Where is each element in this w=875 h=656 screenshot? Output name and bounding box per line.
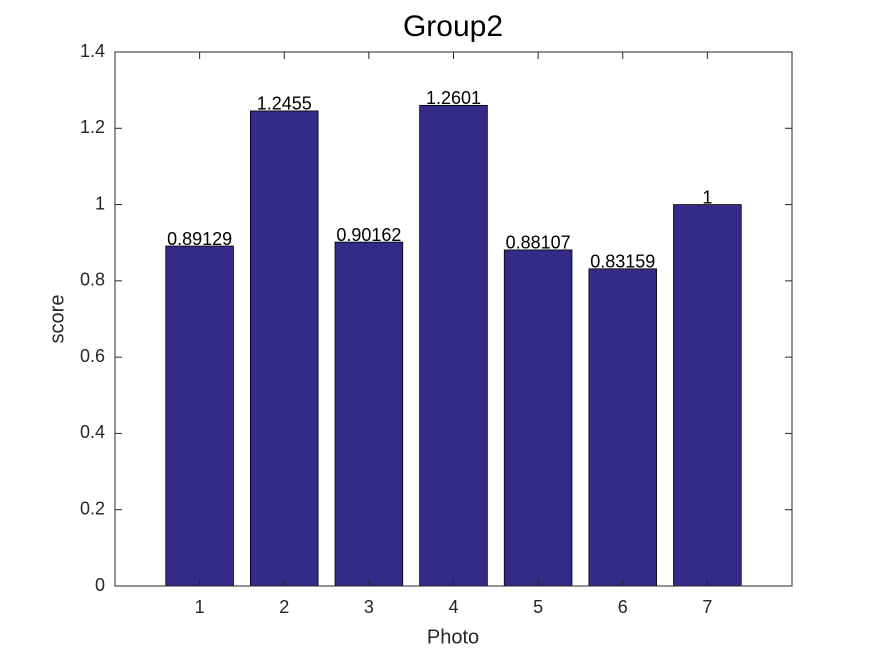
data-label: 1: [702, 187, 712, 207]
bar: [419, 104, 488, 587]
bar: [588, 268, 658, 587]
y-tick-label: 0.8: [80, 270, 105, 290]
bar: [334, 241, 404, 587]
bar: [249, 110, 319, 587]
data-label: 1.2455: [257, 94, 312, 114]
data-label: 1.2601: [426, 88, 481, 108]
x-tick-label: 7: [702, 597, 712, 617]
y-axis-label: score: [46, 295, 68, 344]
y-tick-label: 0.4: [80, 422, 105, 442]
chart-title: Group2: [403, 10, 503, 43]
x-tick-label: 5: [533, 597, 543, 617]
y-tick-label: 1: [95, 193, 105, 213]
y-tick-label: 1.4: [80, 41, 105, 61]
data-label: 0.83159: [590, 252, 655, 272]
bar: [673, 204, 742, 587]
x-tick-label: 6: [618, 597, 628, 617]
y-tick-label: 0: [95, 575, 105, 595]
x-tick-label: 1: [195, 597, 205, 617]
y-tick-label: 1.2: [80, 117, 105, 137]
x-tick-label: 3: [364, 597, 374, 617]
bar: [165, 245, 234, 587]
y-tick-label: 0.2: [80, 498, 105, 518]
bar: [503, 249, 573, 587]
x-tick-label: 2: [279, 597, 289, 617]
x-tick-label: 4: [448, 597, 458, 617]
y-tick-label: 0.6: [80, 346, 105, 366]
data-label: 0.89129: [167, 229, 232, 249]
data-label: 0.90162: [336, 225, 401, 245]
x-axis-label: Photo: [427, 626, 479, 648]
data-label: 0.88107: [506, 233, 571, 253]
